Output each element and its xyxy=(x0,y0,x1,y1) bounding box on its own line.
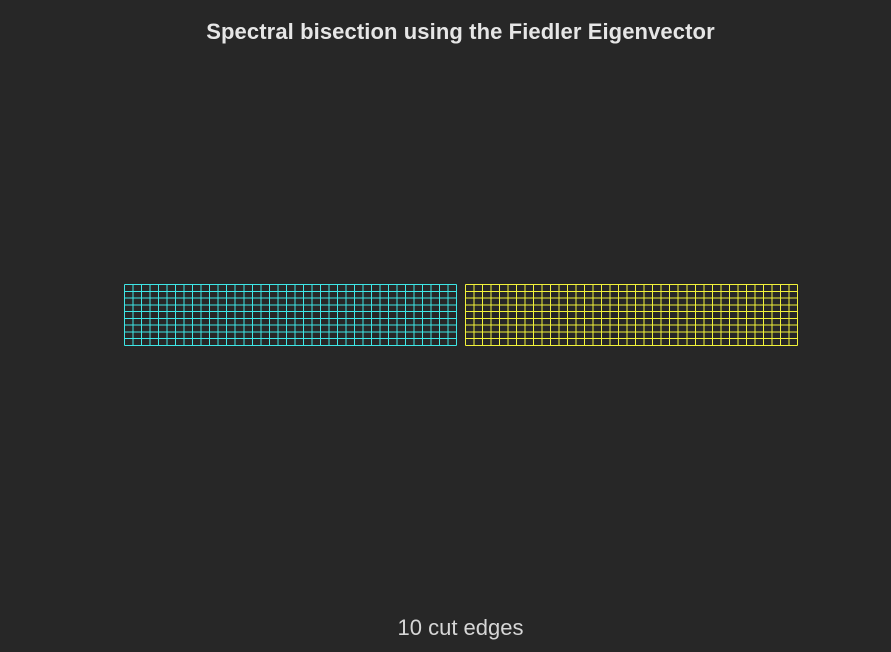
figure-title: Spectral bisection using the Fiedler Eig… xyxy=(206,19,715,44)
cut-edges-caption: 10 cut edges xyxy=(397,615,524,640)
partition-left-mesh xyxy=(124,284,458,346)
partition-right-mesh xyxy=(464,284,798,346)
